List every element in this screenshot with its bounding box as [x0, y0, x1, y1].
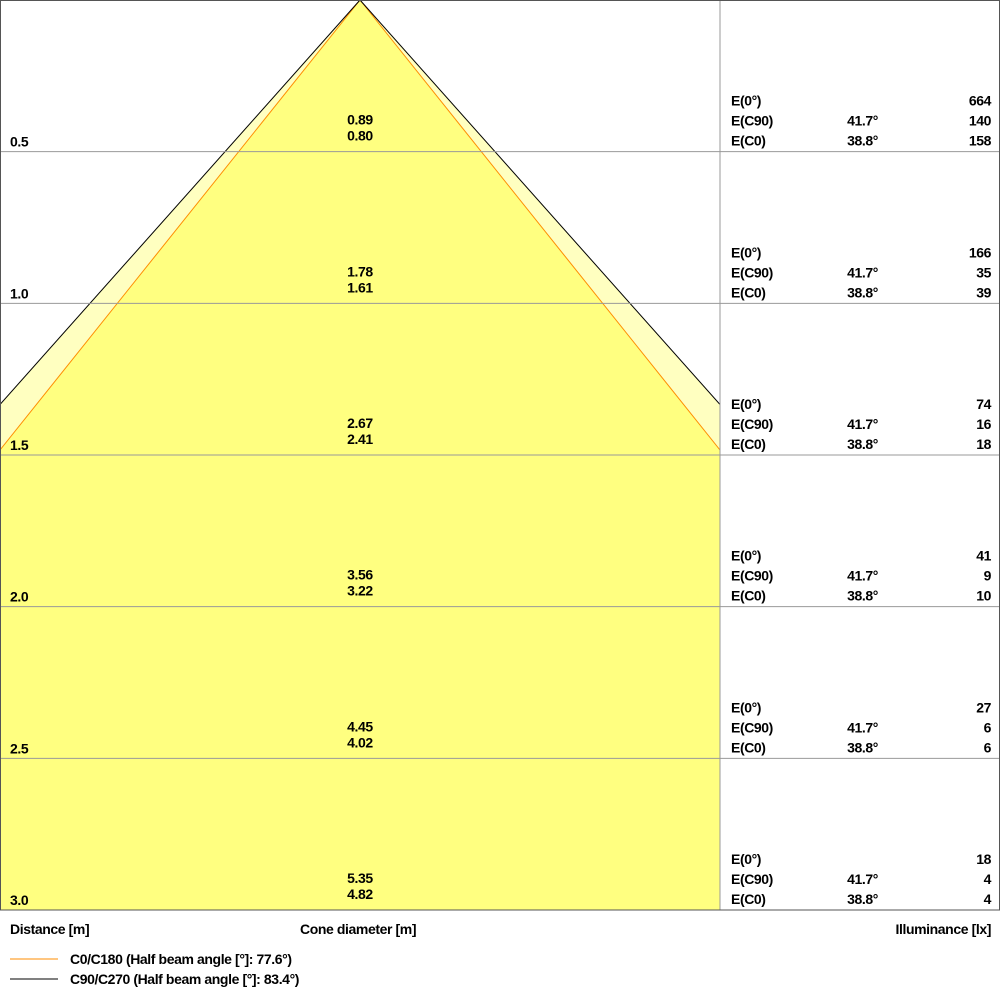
c90-angle: 41.7° — [847, 416, 878, 432]
c0-angle: 38.8° — [847, 739, 878, 755]
ec0-value: 39 — [976, 284, 991, 300]
ec90-value: 16 — [976, 416, 991, 432]
e0-value: 166 — [969, 244, 992, 260]
cone-diameter-c0: 2.41 — [347, 431, 373, 447]
cone-diameter-c0: 3.22 — [347, 583, 373, 599]
e0-value: 18 — [976, 851, 991, 867]
distance-tick-label: 1.0 — [10, 285, 29, 301]
e0-label: E(0°) — [731, 851, 761, 867]
cone-diameter-c90: 5.35 — [347, 870, 373, 886]
cone-diameter-c90: 3.56 — [347, 567, 373, 583]
ec0-label: E(C0) — [731, 436, 766, 452]
distance-tick-label: 2.0 — [10, 589, 29, 605]
e0-label: E(0°) — [731, 244, 761, 260]
cone-diameter-c90: 2.67 — [347, 415, 373, 431]
ec90-label: E(C90) — [731, 416, 773, 432]
ec0-label: E(C0) — [731, 284, 766, 300]
cone-diameter-c90: 1.78 — [347, 263, 373, 279]
ec0-label: E(C0) — [731, 133, 766, 149]
c0-angle: 38.8° — [847, 588, 878, 604]
e0-value: 41 — [976, 548, 991, 564]
ec90-value: 9 — [984, 568, 992, 584]
cone-diameter-c0: 4.02 — [347, 734, 373, 750]
ec0-value: 6 — [984, 739, 992, 755]
e0-label: E(0°) — [731, 396, 761, 412]
ec0-value: 158 — [969, 133, 992, 149]
ec0-value: 18 — [976, 436, 991, 452]
cone-diameter-c90: 4.45 — [347, 718, 373, 734]
ec90-value: 6 — [984, 719, 992, 735]
e0-value: 27 — [976, 699, 991, 715]
c90-angle: 41.7° — [847, 568, 878, 584]
ec0-label: E(C0) — [731, 891, 766, 907]
legend-entry: C90/C270 (Half beam angle [°]: 83.4°) — [70, 971, 299, 987]
ec90-value: 4 — [984, 871, 992, 887]
cone-diameter-c0: 1.61 — [347, 279, 373, 295]
e0-label: E(0°) — [731, 699, 761, 715]
ec90-label: E(C90) — [731, 568, 773, 584]
cone-axis-label: Cone diameter [m] — [300, 921, 416, 937]
e0-label: E(0°) — [731, 548, 761, 564]
e0-label: E(0°) — [731, 93, 761, 109]
cone-diameter-c0: 0.80 — [347, 128, 373, 144]
distance-tick-label: 3.0 — [10, 892, 29, 908]
c90-angle: 41.7° — [847, 113, 878, 129]
illuminance-axis-label: Illuminance [lx] — [895, 921, 991, 937]
c0-angle: 38.8° — [847, 891, 878, 907]
c90-angle: 41.7° — [847, 871, 878, 887]
c0-angle: 38.8° — [847, 284, 878, 300]
e0-value: 664 — [969, 93, 992, 109]
cone-diameter-c0: 4.82 — [347, 886, 373, 902]
ec90-label: E(C90) — [731, 871, 773, 887]
ec0-value: 10 — [976, 588, 991, 604]
c0-angle: 38.8° — [847, 436, 878, 452]
distance-axis-label: Distance [m] — [10, 921, 89, 937]
ec90-label: E(C90) — [731, 264, 773, 280]
ec0-value: 4 — [984, 891, 992, 907]
c90-angle: 41.7° — [847, 264, 878, 280]
distance-tick-label: 1.5 — [10, 437, 29, 453]
c90-angle: 41.7° — [847, 719, 878, 735]
ec90-value: 35 — [976, 264, 991, 280]
c0-angle: 38.8° — [847, 133, 878, 149]
distance-tick-label: 0.5 — [10, 134, 29, 150]
ec0-label: E(C0) — [731, 588, 766, 604]
legend-entry: C0/C180 (Half beam angle [°]: 77.6°) — [70, 951, 292, 967]
distance-tick-label: 2.5 — [10, 740, 29, 756]
ec90-label: E(C90) — [731, 719, 773, 735]
ec90-label: E(C90) — [731, 113, 773, 129]
cone-diameter-c90: 0.89 — [347, 112, 373, 128]
ec0-label: E(C0) — [731, 739, 766, 755]
e0-value: 74 — [976, 396, 991, 412]
ec90-value: 140 — [969, 113, 992, 129]
